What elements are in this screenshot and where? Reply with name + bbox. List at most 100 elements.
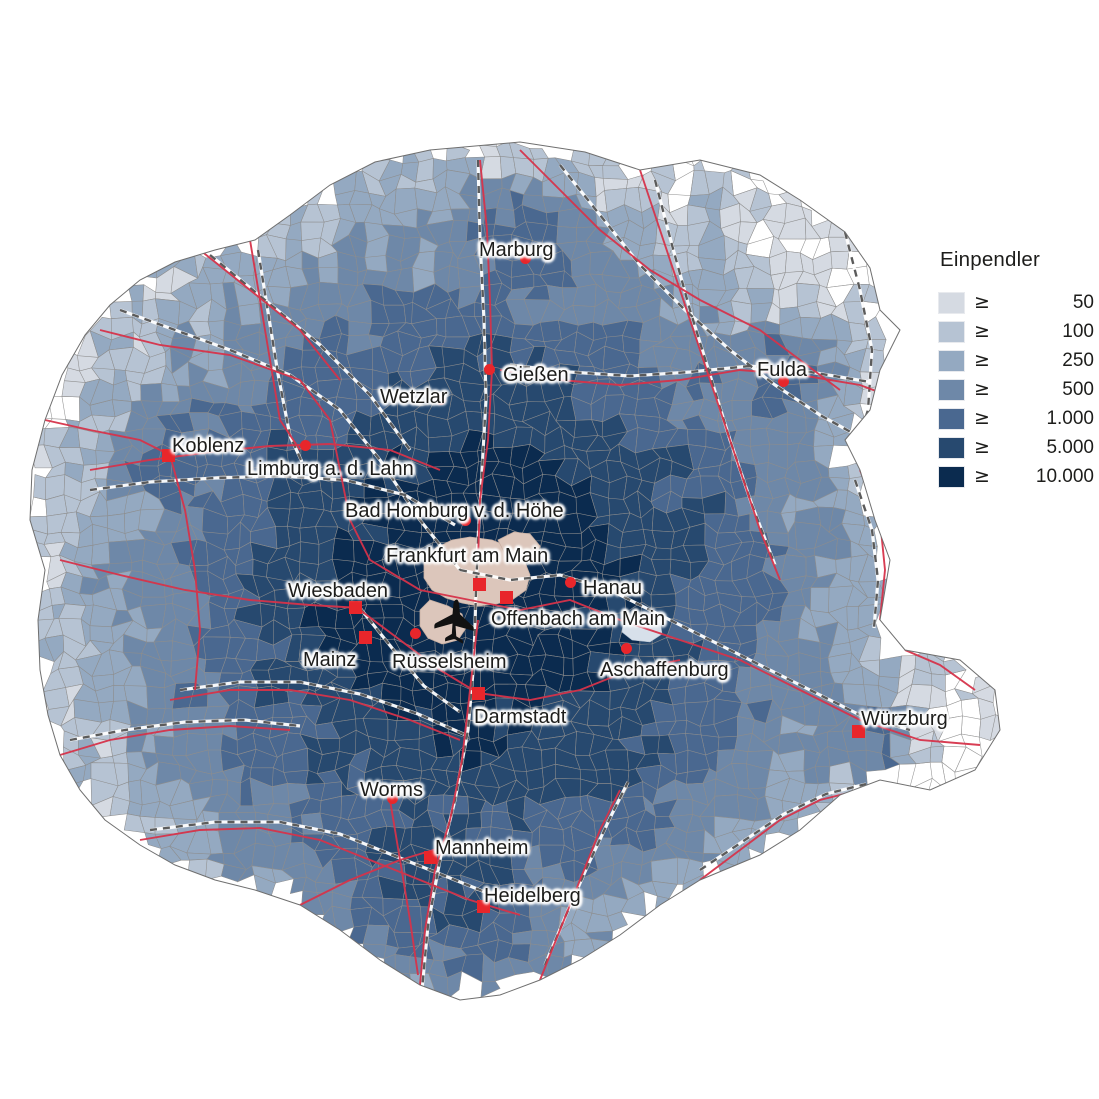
municipality-class-2 — [810, 587, 830, 614]
map-legend: Einpendler ≥50 ≥100 ≥250 ≥500 ≥1.000 ≥5.000 ≥1… — [938, 248, 1096, 491]
motorway-line — [469, 599, 981, 746]
region-outline — [29, 141, 1001, 1001]
motorway-line — [359, 609, 479, 694]
railway-line — [149, 820, 506, 902]
municipality-class-3 — [428, 959, 463, 999]
motorway-line — [59, 559, 361, 609]
city-marker-hanau[interactable] — [564, 576, 576, 588]
municipality-class-4 — [401, 899, 421, 907]
city-marker-wiesbaden[interactable] — [348, 600, 362, 614]
municipality-class-3 — [185, 706, 209, 757]
railway-line — [179, 680, 469, 738]
municipality-class-3 — [426, 219, 459, 273]
city-marker-mannheim[interactable] — [423, 850, 437, 864]
motorway-line — [639, 169, 781, 581]
railway-line — [853, 479, 880, 629]
railway-line — [699, 782, 867, 871]
municipality-class-1 — [188, 320, 212, 338]
municipality-class-4 — [622, 320, 644, 369]
railway-casing — [69, 718, 301, 742]
legend-swatch — [938, 349, 965, 372]
city-marker-heidelberg[interactable] — [476, 899, 490, 913]
greater-equal-icon: ≥ — [974, 320, 990, 342]
motorway-line — [499, 369, 901, 401]
legend-swatch — [938, 465, 965, 488]
municipality-class-2 — [126, 779, 143, 817]
railway-line — [559, 164, 866, 442]
legend-swatch — [938, 378, 965, 401]
municipality-class-5 — [275, 525, 291, 550]
municipality-class-0 — [90, 737, 113, 759]
greater-equal-icon: ≥ — [974, 436, 990, 458]
greater-equal-icon: ≥ — [974, 407, 990, 429]
city-marker-worms[interactable] — [386, 792, 398, 804]
legend-swatch — [938, 291, 965, 314]
city-marker-bad-homburg-v-d-h-he[interactable] — [459, 514, 471, 526]
municipality-class-3 — [814, 745, 851, 785]
city-marker-wetzlar[interactable] — [434, 393, 446, 405]
municipality-class-4 — [208, 601, 238, 630]
municipality-class-5 — [586, 651, 626, 675]
legend-row[interactable]: ≥250 — [938, 346, 1096, 375]
city-marker-r-sselsheim[interactable] — [409, 627, 421, 639]
railway-line — [89, 474, 456, 527]
city-marker-offenbach-am-main[interactable] — [499, 590, 513, 604]
municipality-class-1 — [46, 511, 81, 535]
legend-row[interactable]: ≥1.000 — [938, 404, 1096, 433]
municipality-class-3 — [131, 559, 144, 573]
city-marker-marburg[interactable] — [519, 252, 531, 264]
greater-equal-icon: ≥ — [974, 465, 990, 487]
motorway-line — [169, 454, 201, 691]
motorway-line — [419, 619, 479, 986]
municipality-class-2 — [650, 857, 678, 885]
legend-row[interactable]: ≥5.000 — [938, 433, 1096, 462]
city-marker-frankfurt-am-main[interactable] — [472, 577, 486, 591]
railway-line — [359, 607, 461, 713]
airplane-icon — [434, 599, 474, 644]
legend-rows: ≥50 ≥100 ≥250 ≥500 ≥1.000 ≥5.000 ≥10.000 — [938, 288, 1096, 491]
municipality-class-3 — [337, 251, 359, 287]
motorway-line — [699, 789, 861, 881]
legend-row[interactable]: ≥50 — [938, 288, 1096, 317]
legend-row[interactable]: ≥100 — [938, 317, 1096, 346]
motorway-line — [139, 827, 521, 916]
municipality-class-5 — [428, 435, 453, 453]
legend-value: 10.000 — [1035, 465, 1094, 487]
legend-value: 5.000 — [1046, 436, 1094, 458]
greater-equal-icon: ≥ — [974, 291, 990, 313]
legend-swatch — [938, 320, 965, 343]
municipality-class-5 — [299, 448, 319, 470]
motorway-line — [539, 789, 621, 981]
legend-title: Einpendler — [940, 248, 1041, 271]
legend-value: 100 — [1062, 320, 1094, 342]
city-marker-fulda[interactable] — [777, 375, 789, 387]
municipality-class-2 — [654, 895, 670, 917]
city-marker-limburg-a-d-lahn[interactable] — [299, 439, 311, 451]
railway-line — [509, 363, 871, 384]
city-marker-gie-en[interactable] — [483, 363, 495, 375]
railway-line — [119, 308, 461, 571]
legend-row[interactable]: ≥500 — [938, 375, 1096, 404]
municipality-class-1 — [33, 474, 46, 501]
legend-value: 250 — [1062, 349, 1094, 371]
legend-row[interactable]: ≥10.000 — [938, 462, 1096, 491]
legend-swatch — [938, 407, 965, 430]
railway-line — [543, 781, 630, 966]
city-marker-aschaffenburg[interactable] — [620, 642, 632, 654]
municipality-class-2 — [364, 234, 390, 273]
city-marker-koblenz[interactable] — [161, 448, 175, 462]
municipality-class-2 — [251, 865, 295, 899]
municipality-no-data — [897, 761, 948, 800]
city-marker-darmstadt[interactable] — [471, 686, 485, 700]
city-marker-mainz[interactable] — [358, 630, 372, 644]
legend-value: 1.000 — [1046, 407, 1094, 429]
municipality-class-5 — [235, 573, 260, 599]
motorway-line — [477, 659, 681, 701]
motorway-line — [389, 799, 419, 976]
municipality-class-4 — [546, 210, 559, 227]
municipality-class-4 — [220, 657, 243, 674]
city-marker-w-rzburg[interactable] — [851, 724, 865, 738]
legend-value: 500 — [1062, 378, 1094, 400]
